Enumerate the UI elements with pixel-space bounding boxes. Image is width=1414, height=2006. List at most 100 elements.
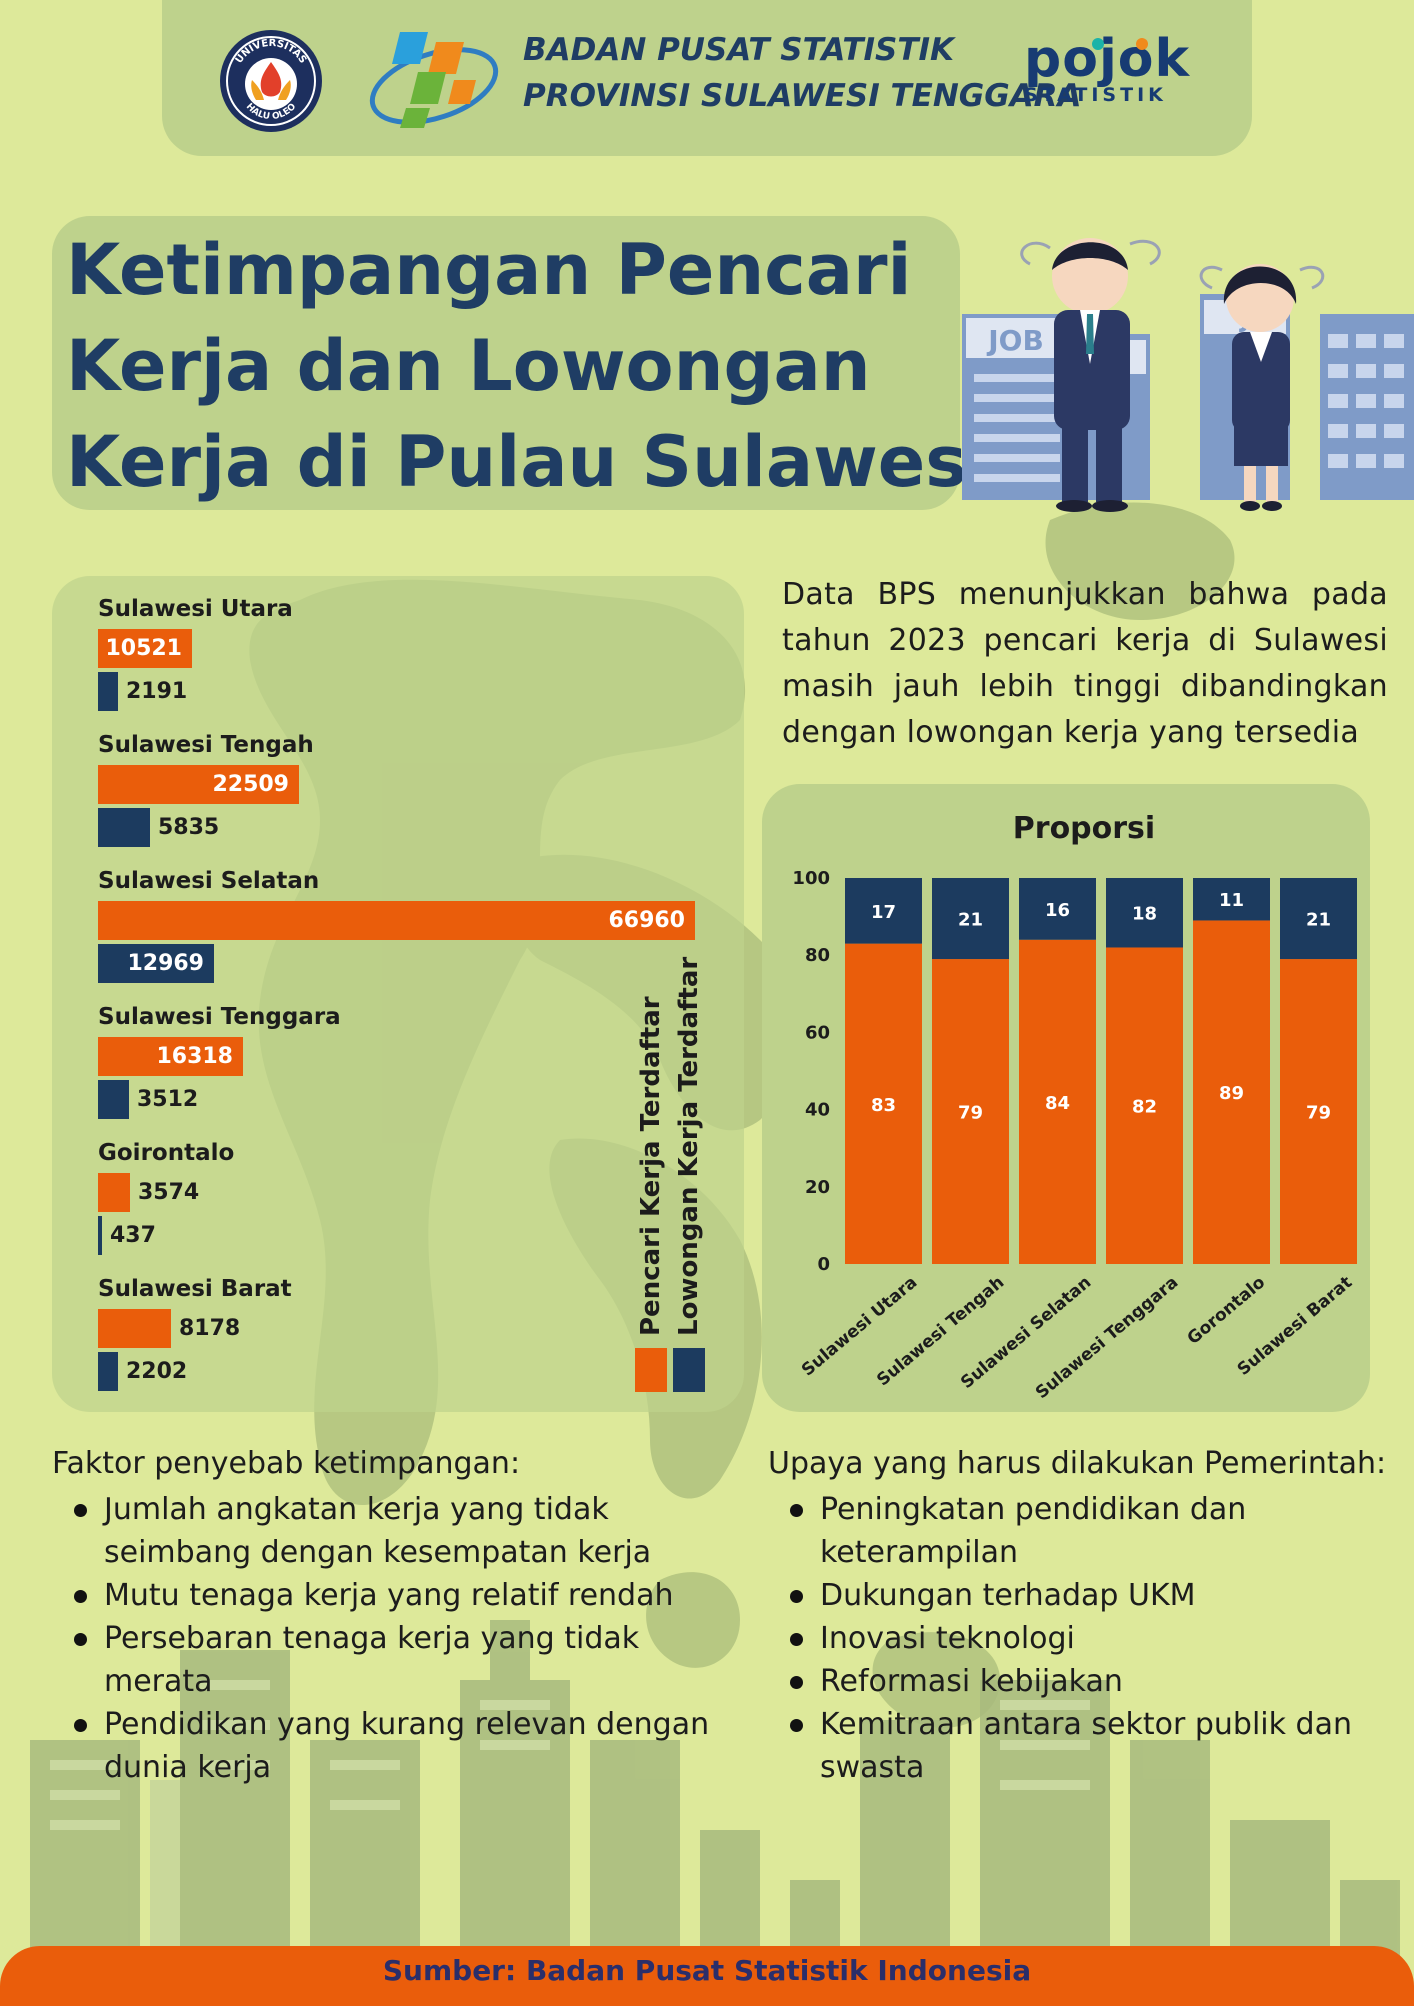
stacked-bar-pencari bbox=[1019, 939, 1096, 1264]
pojok-statistik-logo: pojok STATISTIK bbox=[1024, 29, 1191, 120]
stacked-bar-pencari bbox=[932, 959, 1009, 1264]
intro-paragraph: Data BPS menunjukkan bahwa pada tahun 20… bbox=[782, 577, 1388, 750]
efforts-list-item: Dukungan terhadap UKM bbox=[768, 1574, 1388, 1617]
stacked-value-pencari: 84 bbox=[1045, 1093, 1070, 1114]
stacked-value-pencari: 89 bbox=[1219, 1083, 1244, 1104]
legend-swatch-lowongan bbox=[673, 1348, 705, 1392]
pojok-logo-word: pojok bbox=[1024, 29, 1191, 89]
y-tick-label: 80 bbox=[805, 945, 830, 966]
value-label-pencari: 3574 bbox=[138, 1180, 200, 1205]
hbar-category-label: Sulawesi Selatan bbox=[98, 868, 320, 894]
hbar-category-label: Sulawesi Barat bbox=[98, 1276, 292, 1302]
value-label-lowongan: 5835 bbox=[158, 815, 220, 840]
stacked-value-lowongan: 16 bbox=[1045, 900, 1070, 921]
value-label-pencari: 8178 bbox=[179, 1316, 241, 1341]
pojok-logo-dot-teal bbox=[1092, 38, 1104, 50]
stacked-bar-lowongan bbox=[1280, 878, 1357, 960]
efforts-list-item: Kemitraan antara sektor publik dan swast… bbox=[768, 1703, 1388, 1789]
header-banner bbox=[162, 0, 1252, 156]
bar-pencari bbox=[98, 1309, 171, 1348]
stacked-bar-lowongan bbox=[1106, 878, 1183, 948]
stacked-value-pencari: 82 bbox=[1132, 1097, 1157, 1118]
pojok-logo-sub: STATISTIK bbox=[1024, 84, 1167, 106]
bar-lowongan bbox=[98, 944, 214, 983]
x-category-label: Gorontalo bbox=[1184, 1273, 1270, 1349]
stacked-value-lowongan: 18 bbox=[1132, 904, 1157, 925]
hbar-category-label: Sulawesi Tenggara bbox=[98, 1004, 341, 1030]
bar-lowongan bbox=[98, 672, 118, 711]
stacked-bar-pencari bbox=[1106, 947, 1183, 1264]
y-tick-label: 20 bbox=[805, 1177, 830, 1198]
title-line-2: Kerja dan Lowongan bbox=[66, 325, 871, 407]
org-name-line2: PROVINSI SULAWESI TENGGARA bbox=[523, 78, 1082, 114]
stacked-bar-pencari bbox=[1193, 920, 1270, 1264]
value-label-lowongan: 2191 bbox=[126, 679, 188, 704]
factors-list-item: Mutu tenaga kerja yang relatif rendah bbox=[52, 1574, 712, 1617]
proportion-chart-title: Proporsi bbox=[1013, 811, 1155, 846]
hbar-category-label: Goirontalo bbox=[98, 1140, 235, 1166]
y-tick-label: 0 bbox=[817, 1254, 830, 1275]
efforts-heading: Upaya yang harus dilakukan Pemerintah: bbox=[768, 1446, 1387, 1481]
value-label-lowongan: 437 bbox=[110, 1223, 156, 1248]
value-label-lowongan: 12969 bbox=[127, 951, 204, 976]
y-tick-label: 60 bbox=[805, 1022, 830, 1043]
value-label-pencari: 10521 bbox=[105, 636, 182, 661]
source-text: Sumber: Badan Pusat Statistik Indonesia bbox=[382, 1954, 1032, 1987]
y-tick-label: 40 bbox=[805, 1100, 830, 1121]
value-label-pencari: 22509 bbox=[212, 772, 289, 797]
efforts-list-item: Reformasi kebijakan bbox=[768, 1660, 1388, 1703]
title-line-1: Ketimpangan Pencari bbox=[66, 229, 912, 311]
stacked-bar-pencari bbox=[1280, 959, 1357, 1264]
left-chart-panel bbox=[52, 576, 744, 1412]
legend-swatch-pencari bbox=[635, 1348, 667, 1392]
legend-label-pencari: Pencari Kerja Terdaftar bbox=[636, 996, 666, 1336]
stacked-value-lowongan: 17 bbox=[871, 902, 896, 923]
building-sign-job: JOB bbox=[986, 324, 1044, 357]
footer-bar bbox=[0, 1946, 1414, 2006]
city-skyline bbox=[30, 1620, 1400, 1960]
hbar-category-label: Sulawesi Utara bbox=[98, 596, 293, 622]
stacked-value-lowongan: 11 bbox=[1219, 890, 1244, 911]
y-tick-label: 100 bbox=[792, 868, 830, 889]
bar-pencari bbox=[98, 629, 192, 668]
factors-list-item: Jumlah angkatan kerja yang tidak seimban… bbox=[52, 1488, 712, 1574]
bar-pencari bbox=[98, 1037, 243, 1076]
bar-pencari bbox=[98, 901, 695, 940]
bar-pencari bbox=[98, 1173, 130, 1212]
factors-heading: Faktor penyebab ketimpangan: bbox=[52, 1446, 521, 1481]
stacked-value-pencari: 79 bbox=[958, 1103, 983, 1124]
stacked-value-lowongan: 21 bbox=[958, 910, 983, 931]
factors-list-item: Persebaran tenaga kerja yang tidak merat… bbox=[52, 1617, 712, 1703]
value-label-lowongan: 2202 bbox=[126, 1359, 188, 1384]
bps-logo bbox=[366, 24, 506, 134]
efforts-list-item: Inovasi teknologi bbox=[768, 1617, 1388, 1660]
stacked-bar-lowongan bbox=[1019, 878, 1096, 940]
value-label-lowongan: 3512 bbox=[137, 1087, 199, 1112]
org-name-line1: BADAN PUSAT STATISTIK bbox=[523, 32, 955, 68]
legend-label-lowongan: Lowongan Kerja Terdaftar bbox=[674, 956, 704, 1336]
factors-list: Jumlah angkatan kerja yang tidak seimban… bbox=[52, 1488, 712, 1789]
bar-lowongan bbox=[98, 1080, 129, 1119]
stacked-bar-pencari bbox=[845, 943, 922, 1264]
x-category-label: Sulawesi Tenggara bbox=[1032, 1273, 1182, 1404]
title-panel bbox=[52, 216, 960, 510]
efforts-list-item: Peningkatan pendidikan dan keterampilan bbox=[768, 1488, 1388, 1574]
stacked-bar-lowongan bbox=[932, 878, 1009, 960]
stacked-value-pencari: 79 bbox=[1306, 1103, 1331, 1124]
hbar-category-label: Sulawesi Tengah bbox=[98, 732, 314, 758]
stacked-value-pencari: 83 bbox=[871, 1095, 896, 1116]
efforts-list: Peningkatan pendidikan dan keterampilan D… bbox=[768, 1488, 1388, 1789]
bar-lowongan bbox=[98, 1216, 102, 1255]
pojok-logo-dot-orange bbox=[1136, 38, 1148, 50]
skyline-windows bbox=[50, 1680, 1090, 1830]
stacked-bar-lowongan bbox=[845, 878, 922, 944]
bar-pencari bbox=[98, 765, 299, 804]
job-seeker-illustration: JOB J J bbox=[962, 238, 1414, 512]
title-line-3: Kerja di Pulau Sulawesi bbox=[66, 421, 991, 503]
bar-lowongan bbox=[98, 1352, 118, 1391]
university-logo: UNIVERSITAS HALU OLEO bbox=[218, 28, 324, 134]
stacked-value-lowongan: 21 bbox=[1306, 910, 1331, 931]
value-label-pencari: 16318 bbox=[156, 1044, 233, 1069]
value-label-pencari: 66960 bbox=[608, 908, 685, 933]
